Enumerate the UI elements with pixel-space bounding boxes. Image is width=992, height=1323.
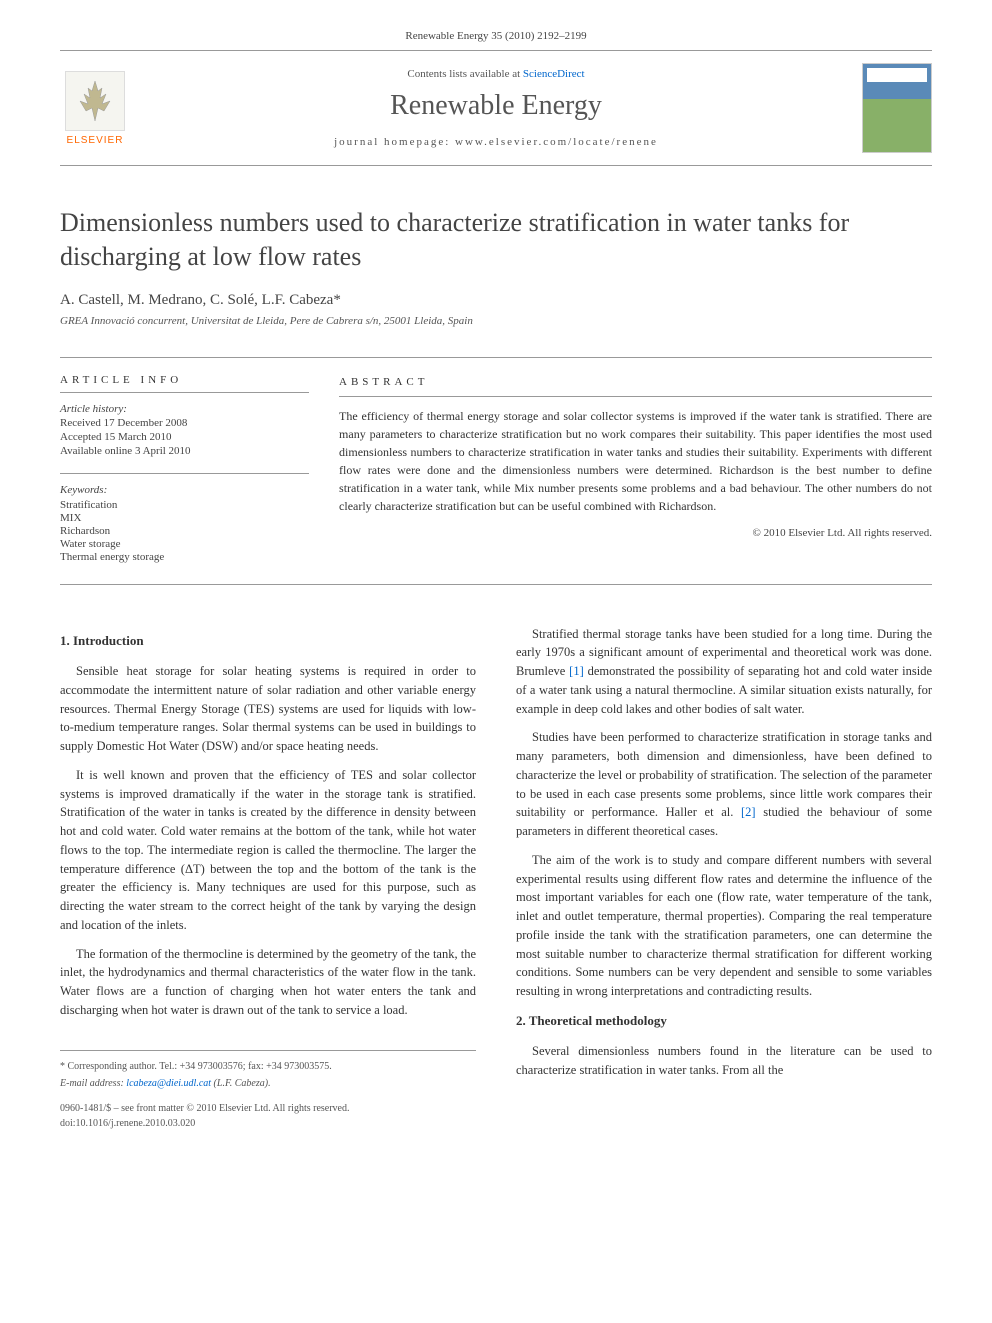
history-accepted: Accepted 15 March 2010 [60, 431, 309, 443]
doi-block: 0960-1481/$ – see front matter © 2010 El… [60, 1101, 476, 1131]
copyright: © 2010 Elsevier Ltd. All rights reserved… [339, 525, 932, 542]
intro-p5: Studies have been performed to character… [516, 728, 932, 841]
intro-p4: Stratified thermal storage tanks have be… [516, 625, 932, 719]
header-center: Contents lists available at ScienceDirec… [130, 68, 862, 148]
sciencedirect-link[interactable]: ScienceDirect [523, 68, 585, 80]
ref-1-link[interactable]: [1] [569, 664, 584, 678]
elsevier-label: ELSEVIER [67, 135, 124, 146]
body-columns: 1. Introduction Sensible heat storage fo… [60, 625, 932, 1131]
authors: A. Castell, M. Medrano, C. Solé, L.F. Ca… [60, 292, 932, 309]
intro-heading: 1. Introduction [60, 631, 476, 651]
email-line: E-mail address: lcabeza@diei.udl.cat (L.… [60, 1076, 476, 1091]
keyword: Thermal energy storage [60, 551, 309, 563]
intro-p3: The formation of the thermocline is dete… [60, 945, 476, 1020]
method-heading: 2. Theoretical methodology [516, 1011, 932, 1031]
elsevier-logo: ELSEVIER [60, 63, 130, 153]
title-block: Dimensionless numbers used to characteri… [60, 206, 932, 327]
keywords-block: Keywords: Stratification MIX Richardson … [60, 473, 309, 563]
intro-p2: It is well known and proven that the eff… [60, 766, 476, 935]
issn-line: 0960-1481/$ – see front matter © 2010 El… [60, 1101, 476, 1116]
email-link[interactable]: lcabeza@diei.udl.cat [126, 1078, 211, 1089]
keyword: MIX [60, 512, 309, 524]
contents-available-line: Contents lists available at ScienceDirec… [130, 68, 862, 80]
history-received: Received 17 December 2008 [60, 417, 309, 429]
intro-p1: Sensible heat storage for solar heating … [60, 662, 476, 756]
ref-2-link[interactable]: [2] [741, 805, 756, 819]
keywords-label: Keywords: [60, 484, 309, 496]
abstract-block: ABSTRACT The efficiency of thermal energ… [339, 374, 932, 564]
abstract-text: The efficiency of thermal energy storage… [339, 407, 932, 515]
history-online: Available online 3 April 2010 [60, 445, 309, 457]
email-label: E-mail address: [60, 1078, 126, 1089]
journal-cover-thumbnail [862, 63, 932, 153]
journal-reference: Renewable Energy 35 (2010) 2192–2199 [60, 30, 932, 42]
left-column: 1. Introduction Sensible heat storage fo… [60, 625, 476, 1131]
history-label: Article history: [60, 403, 309, 415]
email-suffix: (L.F. Cabeza). [211, 1078, 271, 1089]
elsevier-tree-icon [65, 71, 125, 131]
keyword: Water storage [60, 538, 309, 550]
journal-name: Renewable Energy [130, 90, 862, 122]
method-p1: Several dimensionless numbers found in t… [516, 1042, 932, 1080]
abstract-heading: ABSTRACT [339, 374, 932, 398]
contents-prefix: Contents lists available at [407, 68, 522, 80]
homepage-prefix: journal homepage: [334, 136, 455, 148]
doi-line: doi:10.1016/j.renene.2010.03.020 [60, 1116, 476, 1131]
keyword: Stratification [60, 499, 309, 511]
article-info-block: ARTICLE INFO Article history: Received 1… [60, 374, 339, 564]
article-title: Dimensionless numbers used to characteri… [60, 206, 932, 274]
intro-p6: The aim of the work is to study and comp… [516, 851, 932, 1001]
right-column: Stratified thermal storage tanks have be… [516, 625, 932, 1131]
homepage-line: journal homepage: www.elsevier.com/locat… [130, 136, 862, 148]
info-abstract-row: ARTICLE INFO Article history: Received 1… [60, 357, 932, 585]
homepage-url: www.elsevier.com/locate/renene [455, 136, 658, 148]
article-info-heading: ARTICLE INFO [60, 374, 309, 393]
corresponding-author: * Corresponding author. Tel.: +34 973003… [60, 1059, 476, 1074]
affiliation: GREA Innovació concurrent, Universitat d… [60, 315, 932, 327]
keyword: Richardson [60, 525, 309, 537]
footer-block: * Corresponding author. Tel.: +34 973003… [60, 1050, 476, 1131]
journal-header-box: ELSEVIER Contents lists available at Sci… [60, 50, 932, 166]
